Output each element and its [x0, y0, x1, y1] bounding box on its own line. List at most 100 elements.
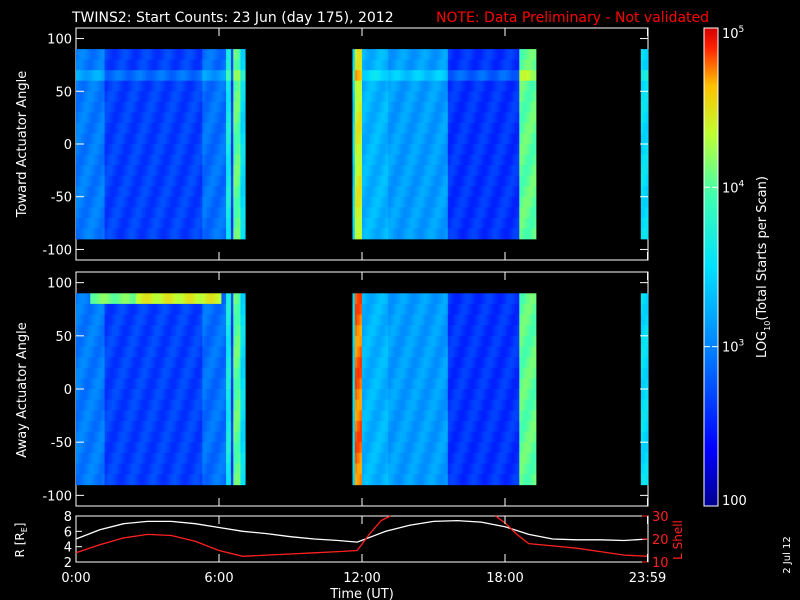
heatmap-cell	[226, 175, 229, 187]
heatmap-cell	[440, 314, 444, 326]
heatmap-cell	[83, 207, 86, 219]
heatmap-cell	[114, 452, 117, 464]
heatmap-cell	[164, 101, 167, 113]
heatmap-cell	[354, 70, 358, 82]
heatmap-cell	[197, 399, 201, 411]
heatmap-cell	[409, 101, 413, 113]
heatmap-cell	[202, 420, 206, 432]
heatmap-cell	[190, 293, 194, 305]
heatmap-cell	[97, 378, 101, 390]
heatmap-cell	[478, 367, 482, 379]
heatmap-cell	[419, 217, 422, 229]
heatmap-cell	[500, 228, 503, 240]
heatmap-cell	[407, 474, 411, 486]
heatmap-cell	[126, 410, 129, 422]
heatmap-cell	[219, 112, 222, 124]
heatmap-cell	[459, 335, 463, 347]
heatmap-cell	[447, 410, 451, 422]
heatmap-cell	[428, 293, 432, 305]
heatmap-cell	[242, 474, 246, 486]
heatmap-cell	[376, 442, 380, 454]
heatmap-cell	[459, 357, 463, 369]
heatmap-cell	[478, 80, 482, 92]
heatmap-cell	[531, 228, 534, 240]
heatmap-cell	[462, 80, 465, 92]
heatmap-cell	[138, 207, 141, 219]
heatmap-cell	[190, 196, 194, 208]
heatmap-cell	[152, 442, 156, 454]
heatmap-cell	[171, 228, 175, 240]
heatmap-cell	[211, 463, 215, 475]
heatmap-cell	[457, 91, 461, 103]
heatmap-cell	[173, 314, 177, 326]
heatmap-cell	[209, 346, 213, 358]
heatmap-cell	[385, 431, 389, 443]
heatmap-cell	[188, 325, 191, 337]
heatmap-cell	[102, 399, 105, 411]
heatmap-cell	[164, 474, 167, 486]
heatmap-cell	[83, 357, 86, 369]
heatmap-cell	[357, 346, 360, 358]
heatmap-cell	[192, 410, 196, 422]
heatmap-cell	[412, 420, 415, 432]
heatmap-cell	[240, 144, 244, 155]
heatmap-cell	[87, 378, 91, 390]
heatmap-cell	[502, 207, 506, 219]
heatmap-cell	[416, 314, 420, 326]
heatmap-cell	[366, 91, 370, 103]
heatmap-cell	[185, 399, 189, 411]
heatmap-cell	[438, 314, 442, 326]
heatmap-cell	[159, 463, 163, 475]
heatmap-cell	[385, 207, 389, 219]
heatmap-cell	[416, 463, 420, 475]
heatmap-cell	[452, 196, 456, 208]
heatmap-cell	[140, 325, 144, 337]
heatmap-cell	[135, 474, 139, 486]
heatmap-cell	[233, 154, 237, 166]
heatmap-cell	[371, 154, 375, 166]
heatmap-cell	[419, 474, 422, 486]
heatmap-cell	[185, 346, 189, 358]
heatmap-cell	[154, 463, 158, 475]
heatmap-cell	[493, 80, 496, 92]
heatmap-cell	[369, 293, 372, 305]
heatmap-cell	[180, 175, 184, 187]
heatmap-cell	[228, 389, 232, 401]
heatmap-cell	[397, 420, 401, 432]
heatmap-cell	[199, 133, 203, 145]
heatmap-cell	[173, 154, 177, 166]
heatmap-cell	[395, 165, 399, 177]
heatmap-cell	[493, 112, 496, 124]
heatmap-cell	[169, 186, 172, 198]
heatmap-cell	[459, 389, 463, 401]
heatmap-cell	[78, 293, 82, 305]
heatmap-cell	[373, 91, 377, 103]
heatmap-cell	[521, 154, 525, 166]
heatmap-cell	[233, 228, 237, 240]
heatmap-cell	[364, 144, 368, 155]
heatmap-cell	[135, 410, 139, 422]
heatmap-cell	[166, 357, 170, 369]
heatmap-cell	[204, 165, 208, 177]
heatmap-cell	[443, 122, 446, 134]
heatmap-cell	[95, 122, 98, 134]
heatmap-cell	[80, 325, 84, 337]
heatmap-cell	[464, 389, 468, 401]
heatmap-cell	[443, 325, 446, 337]
heatmap-cell	[97, 112, 101, 124]
heatmap-cell	[421, 378, 425, 390]
heatmap-cell	[505, 207, 508, 219]
heatmap-cell	[459, 133, 463, 145]
heatmap-cell	[240, 196, 244, 208]
heatmap-cell	[178, 112, 182, 124]
heatmap-cell	[490, 101, 494, 113]
heatmap-cell	[438, 389, 442, 401]
heatmap-cell	[183, 186, 187, 198]
heatmap-cell	[485, 80, 489, 92]
heatmap-cell	[152, 346, 156, 358]
heatmap-cell	[445, 144, 449, 155]
heatmap-cell	[173, 122, 177, 134]
heatmap-cell	[154, 49, 158, 61]
heatmap-cell	[440, 335, 444, 347]
heatmap-cell	[76, 314, 79, 326]
